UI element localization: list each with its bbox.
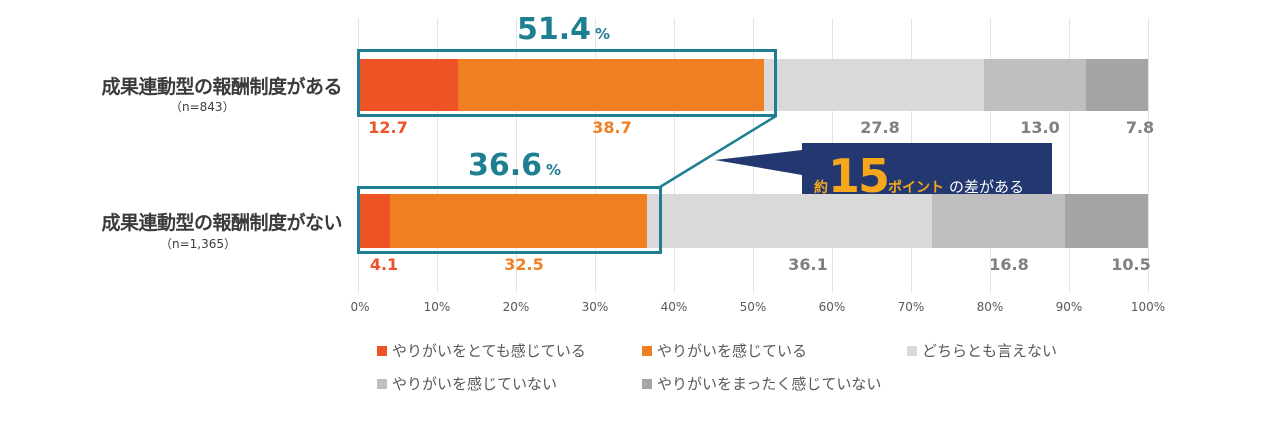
callout-pointer: [715, 150, 802, 175]
legend-swatch-icon: [642, 345, 652, 356]
x-tick: 70%: [897, 300, 925, 314]
callout-prefix: 約: [814, 180, 828, 196]
gridline-20: [516, 18, 517, 293]
segment-motivated: [458, 59, 764, 111]
legend-swatch-icon: [377, 345, 387, 356]
highlight-frame-without-system: [357, 186, 662, 254]
bar-without-system: [358, 194, 1148, 248]
legend-swatch-icon: [907, 345, 917, 356]
value-label: 16.8: [989, 255, 1029, 274]
value-label: 38.7: [592, 118, 632, 137]
gridline-90: [1069, 18, 1070, 293]
gridline-100: [1148, 18, 1149, 293]
legend-label: やりがいを感じていない: [392, 375, 558, 393]
segment-neutral: [764, 59, 984, 111]
legend-label: やりがいをまったく感じていない: [657, 375, 882, 393]
value-label: 10.5: [1111, 255, 1151, 274]
callout-suffix: の差がある: [949, 178, 1025, 196]
legend-label: やりがいをとても感じている: [392, 342, 586, 360]
value-label: 12.7: [368, 118, 408, 137]
highlight-unit: %: [595, 25, 611, 43]
segment-neutral: [647, 194, 933, 248]
segment-motivated: [390, 194, 648, 248]
x-tick: 60%: [818, 300, 846, 314]
legend-label: どちらとも言えない: [922, 342, 1058, 360]
legend-item-not-at-all-motivated: やりがいをまったく感じていない: [642, 373, 881, 394]
value-label: 36.1: [788, 255, 828, 274]
x-tick: 50%: [739, 300, 767, 314]
x-tick: 80%: [976, 300, 1004, 314]
gridline-10: [437, 18, 438, 293]
highlight-value: 36.6: [468, 148, 543, 183]
value-label: 4.1: [369, 255, 399, 274]
legend-item-very-motivated: やりがいをとても感じている: [377, 340, 586, 361]
bar-with-system: [358, 59, 1148, 111]
highlight-total-without-system: 36.6%: [468, 148, 561, 183]
gridline-0: [358, 18, 359, 293]
x-tick: 10%: [423, 300, 451, 314]
x-tick: 30%: [581, 300, 609, 314]
segment-very-motivated: [358, 194, 391, 248]
highlight-unit: %: [546, 161, 562, 179]
highlight-total-with-system: 51.4%: [517, 12, 610, 47]
legend-item-motivated: やりがいを感じている: [642, 340, 807, 361]
callout-unit: ポイント: [888, 180, 945, 196]
highlight-value: 51.4: [517, 12, 592, 47]
callout-text: 約15ポイント の差がある: [814, 153, 1024, 199]
row-n-with-system: （n=843）: [170, 100, 235, 114]
highlight-frame-with-system: [357, 49, 777, 117]
x-tick: 20%: [502, 300, 530, 314]
segment-not-at-all-motivated: [1065, 194, 1148, 248]
legend-label: やりがいを感じている: [657, 342, 808, 360]
segment-not-motivated: [932, 194, 1066, 248]
gridline-30: [595, 18, 596, 293]
value-label: 7.8: [1125, 118, 1155, 137]
x-tick: 0%: [350, 300, 370, 314]
row-label-without-system: 成果連動型の報酬制度がない: [101, 212, 342, 234]
row-label-with-system: 成果連動型の報酬制度がある: [101, 76, 342, 98]
segment-very-motivated: [358, 59, 459, 111]
x-tick: 40%: [660, 300, 688, 314]
legend-swatch-icon: [377, 378, 387, 389]
callout-number: 15: [828, 149, 890, 203]
x-tick: 90%: [1055, 300, 1083, 314]
segment-not-at-all-motivated: [1086, 59, 1148, 111]
segment-not-motivated: [983, 59, 1087, 111]
legend-swatch-icon: [642, 378, 652, 389]
value-label: 32.5: [504, 255, 544, 274]
legend-item-not-motivated: やりがいを感じていない: [377, 373, 557, 394]
value-label: 27.8: [860, 118, 900, 137]
value-label: 13.0: [1020, 118, 1060, 137]
x-tick: 100%: [1130, 300, 1166, 314]
legend-item-neutral: どちらとも言えない: [907, 340, 1057, 361]
row-n-without-system: （n=1,365）: [160, 237, 237, 251]
